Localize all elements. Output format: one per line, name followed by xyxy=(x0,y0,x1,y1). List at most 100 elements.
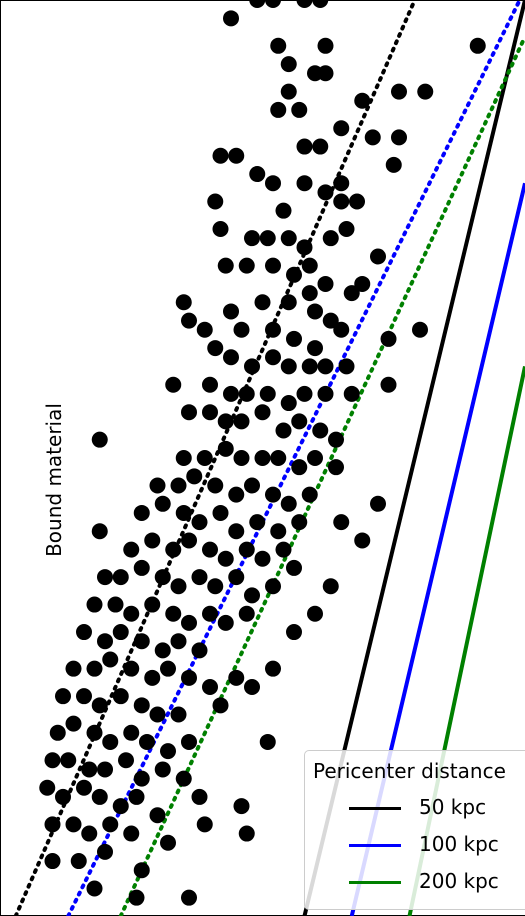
scatter-point xyxy=(265,0,281,8)
scatter-point xyxy=(265,175,281,192)
scatter-point xyxy=(181,404,197,421)
scatter-point xyxy=(186,468,203,485)
scatter-point xyxy=(133,633,150,650)
scatter-point xyxy=(207,578,224,595)
scatter-point xyxy=(244,477,260,494)
scatter-point xyxy=(244,230,260,247)
scatter-point xyxy=(238,385,255,402)
scatter-point xyxy=(265,257,281,274)
scatter-point xyxy=(55,788,71,805)
scatter-point xyxy=(44,816,61,833)
scatter-point xyxy=(333,321,350,338)
scatter-point xyxy=(307,303,323,320)
scatter-point xyxy=(207,193,224,210)
scatter-point xyxy=(175,504,192,521)
scatter-point xyxy=(301,486,318,503)
scatter-point xyxy=(39,779,56,796)
scatter-point xyxy=(217,550,234,567)
scatter-point xyxy=(280,83,297,100)
scatter-point xyxy=(233,450,250,466)
scatter-point xyxy=(128,889,145,906)
scatter-point xyxy=(181,312,197,329)
scatter-point xyxy=(202,541,218,558)
scatter-point xyxy=(76,624,92,641)
series-line-100-kpc-dotted xyxy=(66,0,522,916)
scatter-point xyxy=(196,321,213,338)
scatter-point xyxy=(349,193,365,210)
scatter-point xyxy=(380,330,397,347)
scatter-point xyxy=(91,697,108,714)
scatter-point xyxy=(133,559,150,576)
scatter-point xyxy=(97,569,113,586)
scatter-point xyxy=(65,660,82,677)
scatter-point xyxy=(60,752,77,769)
scatter-point xyxy=(286,330,302,347)
scatter-point xyxy=(81,761,98,778)
scatter-point xyxy=(286,559,302,576)
scatter-point xyxy=(233,798,250,815)
scatter-point xyxy=(181,669,197,686)
scatter-point xyxy=(317,184,334,201)
scatter-point xyxy=(265,486,281,503)
scatter-point xyxy=(228,569,245,586)
scatter-point xyxy=(160,743,176,760)
scatter-point xyxy=(175,770,192,787)
scatter-point xyxy=(228,669,245,686)
scatter-point xyxy=(123,825,140,842)
scatter-point xyxy=(191,642,208,659)
scatter-point xyxy=(391,129,407,146)
scatter-point xyxy=(291,101,308,118)
scatter-point xyxy=(244,679,260,695)
scatter-point xyxy=(154,642,171,659)
scatter-point xyxy=(212,504,229,521)
scatter-point xyxy=(97,761,113,778)
scatter-point xyxy=(244,358,260,375)
scatter-point xyxy=(112,569,129,586)
scatter-point xyxy=(280,358,297,375)
scatter-point xyxy=(170,706,187,723)
scatter-point xyxy=(291,514,308,531)
scatter-point xyxy=(244,587,260,604)
scatter-point xyxy=(165,541,182,558)
scatter-point xyxy=(154,569,171,586)
scatter-point xyxy=(55,688,71,705)
scatter-point xyxy=(181,614,197,631)
scatter-point xyxy=(123,605,140,622)
scatter-point xyxy=(228,147,245,164)
scatter-point xyxy=(170,477,187,494)
scatter-point xyxy=(175,450,192,466)
scatter-point xyxy=(223,303,239,320)
scatter-point xyxy=(217,440,234,457)
scatter-point xyxy=(280,56,297,73)
scatter-point xyxy=(97,843,113,860)
scatter-point xyxy=(238,825,255,842)
scatter-point xyxy=(70,853,87,870)
scatter-point xyxy=(81,825,98,842)
scatter-point xyxy=(212,221,229,237)
scatter-point xyxy=(333,120,350,137)
scatter-point xyxy=(223,385,239,402)
scatter-point xyxy=(338,358,355,375)
scatter-point xyxy=(338,221,355,237)
scatter-point xyxy=(238,541,255,558)
scatter-point xyxy=(76,688,92,705)
scatter-point xyxy=(91,523,108,540)
y-axis-label: Bound material xyxy=(42,403,66,557)
scatter-point xyxy=(364,129,381,146)
scatter-point xyxy=(86,596,103,613)
scatter-point xyxy=(296,385,313,402)
scatter-point xyxy=(254,404,271,421)
scatter-point xyxy=(280,294,297,311)
scatter-point xyxy=(191,788,208,805)
scatter-point xyxy=(317,275,334,292)
scatter-point xyxy=(265,321,281,338)
scatter-point xyxy=(270,101,287,118)
scatter-point xyxy=(228,523,245,540)
scatter-point xyxy=(333,514,350,531)
scatter-point xyxy=(469,37,486,54)
scatter-point xyxy=(102,651,119,668)
scatter-point xyxy=(207,340,224,357)
scatter-point xyxy=(112,798,129,815)
scatter-point xyxy=(112,624,129,641)
scatter-point xyxy=(233,413,250,430)
